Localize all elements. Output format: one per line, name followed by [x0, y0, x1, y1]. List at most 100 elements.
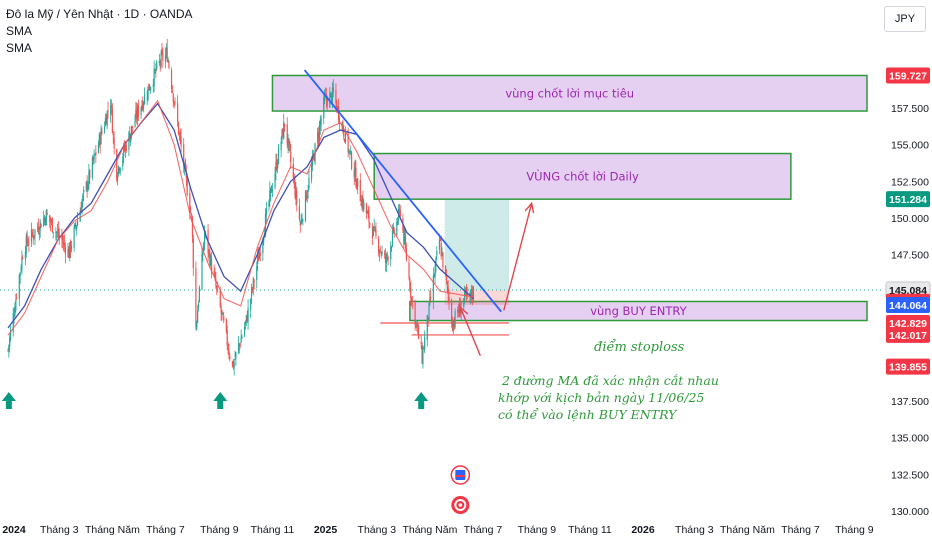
candle [152, 84, 154, 87]
candle [223, 316, 225, 321]
candle [244, 326, 246, 336]
sma-line-1[interactable] [7, 102, 474, 329]
position-target-area[interactable] [444, 199, 510, 290]
sma-line-2[interactable] [7, 99, 474, 336]
zone-2[interactable] [373, 152, 792, 200]
candle [349, 151, 351, 152]
candle [302, 219, 304, 222]
candle [426, 315, 428, 341]
candle [304, 191, 307, 221]
arrow-head-2 [459, 305, 469, 318]
candle [86, 180, 88, 190]
time-axis[interactable]: 2024 Tháng 3 Tháng Năm Tháng 7 Tháng 9 Tháng … [2, 524, 873, 536]
candle [100, 129, 102, 145]
candle [259, 252, 261, 256]
candle [237, 344, 240, 351]
candle [215, 279, 217, 287]
currency-button[interactable]: JPY [884, 6, 926, 32]
sma-legend-2[interactable]: SMA [6, 41, 33, 55]
candle [410, 288, 412, 298]
y-tick-label: 147.500 [891, 250, 929, 262]
candle [397, 222, 399, 223]
candle [44, 218, 47, 224]
candle [335, 89, 337, 104]
note-line-3: có thể vào lệnh BUY ENTRY [498, 407, 677, 422]
candle [167, 60, 169, 62]
candle [239, 344, 241, 346]
price-axis[interactable]: 157.500 155.000 152.500 150.000 147.500 137.5… [885, 67, 931, 518]
candle [21, 257, 23, 270]
candle [253, 280, 255, 283]
candle [70, 246, 73, 250]
candle [252, 278, 254, 289]
x-tick-label: Tháng 9 [835, 524, 874, 536]
candle [25, 236, 27, 254]
position-stop-area[interactable] [444, 290, 510, 305]
candle [26, 234, 28, 244]
up-arrow-marker-3[interactable] [414, 392, 429, 409]
candle [170, 69, 173, 89]
plot-area[interactable]: vùng chốt lời mục tiêu VÙNG chốt lời Dail… [0, 38, 883, 409]
up-arrow-marker-1[interactable] [1, 392, 16, 409]
candle [472, 286, 474, 300]
candle [290, 151, 292, 163]
candle [203, 232, 206, 244]
zone-1[interactable] [271, 74, 868, 112]
candle [186, 179, 188, 196]
candle [82, 195, 84, 202]
candle [189, 193, 191, 213]
candle [165, 49, 167, 54]
candle [332, 87, 334, 93]
candle [94, 154, 96, 156]
arrow-line-1[interactable] [503, 203, 533, 311]
candle [191, 217, 194, 238]
candle [137, 106, 139, 119]
sma-legend-1[interactable]: SMA [6, 24, 33, 38]
candle [429, 297, 431, 303]
candle [337, 106, 340, 121]
price-label-text-2: 151.284 [889, 194, 927, 206]
candle [295, 190, 297, 199]
candle [226, 329, 228, 346]
candle [363, 202, 365, 210]
candle [31, 232, 33, 235]
candle [136, 110, 138, 119]
x-tick-label: Tháng 7 [464, 524, 503, 536]
candle [213, 270, 215, 275]
candle [52, 231, 54, 234]
candle [229, 356, 231, 360]
candle [43, 218, 45, 226]
candle [149, 89, 151, 91]
candle [130, 126, 133, 135]
arrow-line-2[interactable] [459, 307, 481, 356]
candle [64, 246, 67, 255]
price-label-5[interactable] [886, 296, 930, 313]
trendline[interactable] [303, 69, 502, 313]
candle [464, 289, 466, 300]
candle [357, 178, 359, 188]
candle [432, 275, 434, 301]
candle [284, 123, 286, 127]
up-arrow-marker-2[interactable] [213, 392, 228, 409]
candle [57, 228, 60, 237]
candle [250, 287, 253, 298]
candle [70, 241, 72, 252]
candle [50, 219, 52, 224]
candle [91, 157, 93, 178]
x-tick-label: Tháng 3 [675, 524, 714, 536]
candle [318, 124, 321, 141]
event-badges[interactable] [450, 465, 471, 514]
zone-label-1: vùng chốt lời mục tiêu [505, 86, 634, 100]
candle [180, 136, 182, 147]
zone-3[interactable] [409, 300, 868, 322]
price-label-2[interactable] [886, 191, 930, 208]
candle [366, 212, 368, 214]
price-label-7[interactable] [886, 326, 930, 343]
price-label-8[interactable] [886, 358, 930, 375]
candle [143, 94, 146, 104]
symbol-title[interactable]: Đô la Mỹ / Yên Nhật · 1D · OANDA [6, 7, 193, 21]
price-label-1[interactable] [886, 67, 930, 84]
candle [69, 242, 71, 258]
candle [208, 250, 210, 252]
